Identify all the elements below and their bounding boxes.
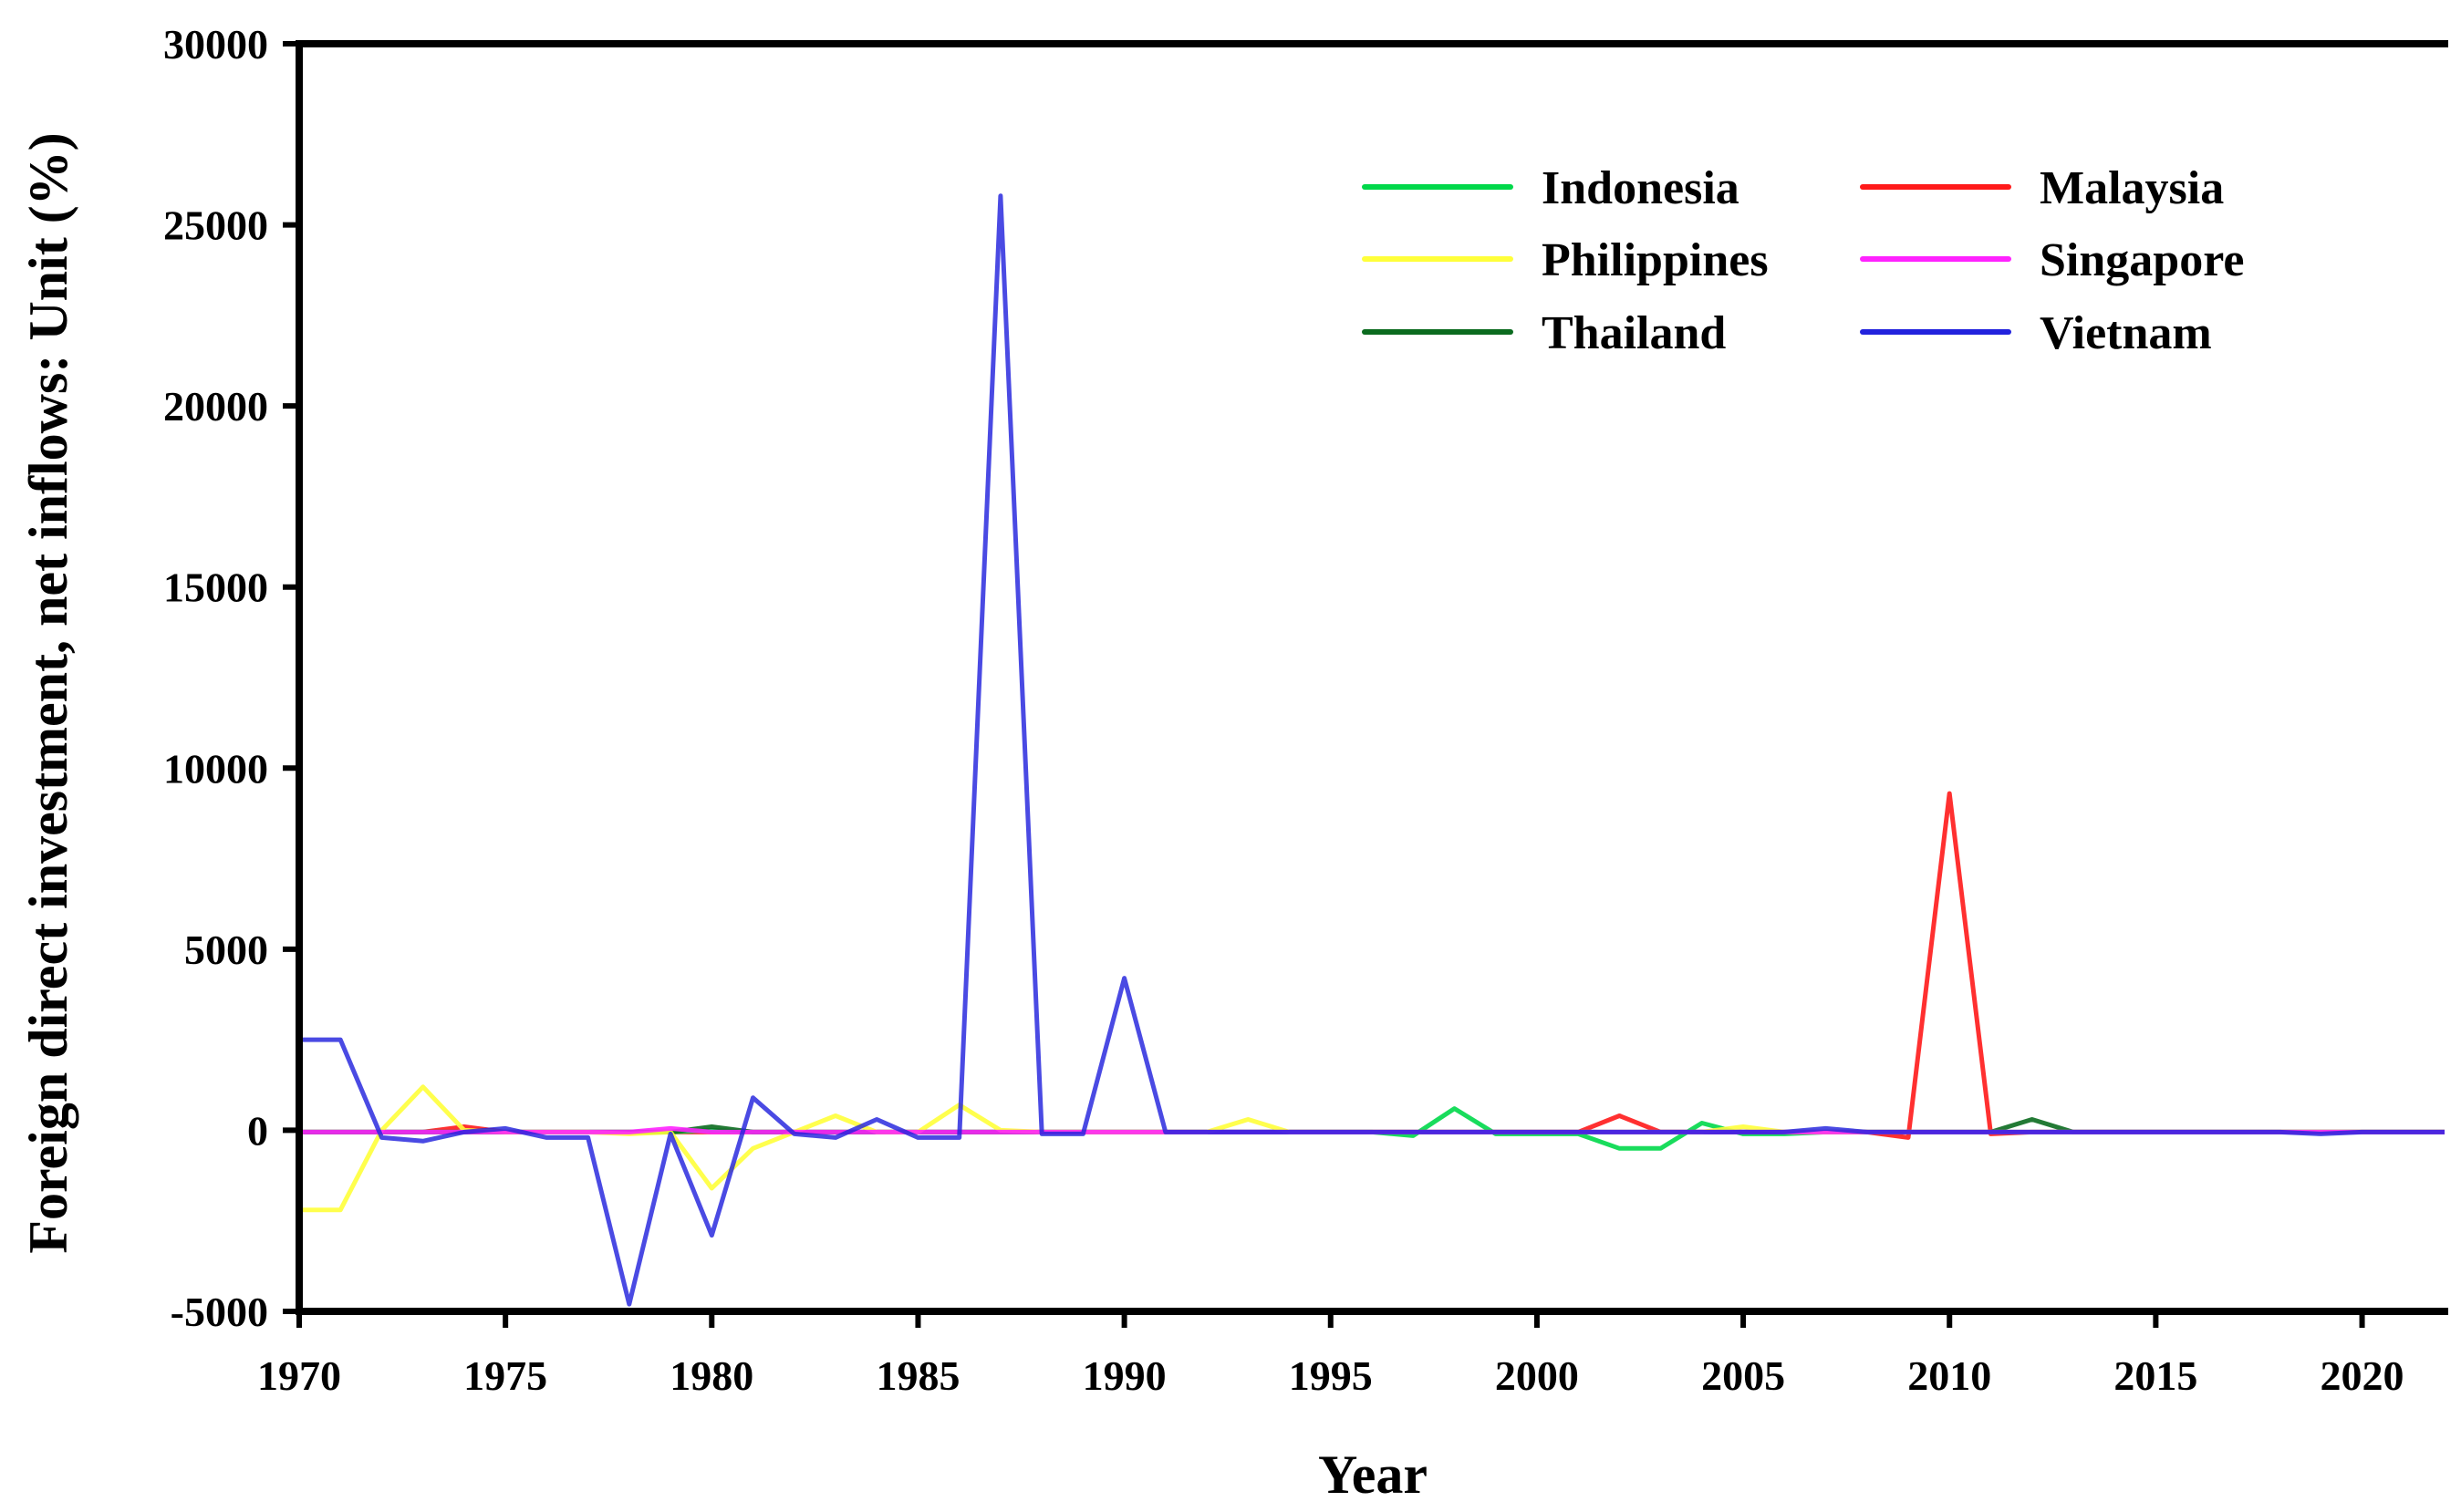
y-tick-label-15000: 15000	[163, 564, 268, 611]
x-tick-label-1985: 1985	[876, 1352, 960, 1399]
axes: -5000 0 5000 10000 15000 20000 25000 30000 1970 1…	[163, 21, 2448, 1399]
x-tick-label-1995: 1995	[1289, 1352, 1373, 1399]
x-tick-label-1975: 1975	[463, 1352, 547, 1399]
legend-label-malaysia: Malaysia	[2040, 162, 2224, 214]
y-tick-label-5000: 5000	[184, 927, 268, 973]
y-tick-label-10000: 10000	[163, 745, 268, 792]
y-tick-label-25000: 25000	[163, 202, 268, 249]
legend-label-vietnam: Vietnam	[2040, 307, 2212, 359]
x-tick-label-2015: 2015	[2113, 1352, 2197, 1399]
x-tick-label-1990: 1990	[1083, 1352, 1167, 1399]
legend-label-thailand: Thailand	[1542, 307, 1726, 359]
series-group	[299, 193, 2445, 1307]
y-axis-title: Foreign direct investment, net inflows: …	[18, 132, 78, 1253]
legend-label-philippines: Philippines	[1542, 234, 1769, 286]
x-tick-label-2020: 2020	[2321, 1352, 2404, 1399]
legend-label-singapore: Singapore	[2040, 234, 2244, 286]
x-tick-label-1970: 1970	[257, 1352, 341, 1399]
y-tick-label--5000: -5000	[171, 1289, 268, 1335]
legend-label-indonesia: Indonesia	[1542, 162, 1739, 214]
x-axis-title: Year	[1318, 1445, 1428, 1505]
plot-layer	[299, 44, 2445, 1311]
y-tick-label-20000: 20000	[163, 383, 268, 430]
x-tick-label-2000: 2000	[1495, 1352, 1579, 1399]
y-tick-label-0: 0	[247, 1107, 268, 1154]
y-tick-label-30000: 30000	[163, 21, 268, 67]
x-tick-label-1980: 1980	[670, 1352, 753, 1399]
x-tick-label-2005: 2005	[1701, 1352, 1785, 1399]
x-tick-label-2010: 2010	[1907, 1352, 1991, 1399]
legend: Indonesia Malaysia Philippines Singapore Tha…	[1362, 162, 2244, 359]
series-line-vietnam	[299, 193, 2445, 1307]
plot-area	[299, 44, 2445, 1311]
